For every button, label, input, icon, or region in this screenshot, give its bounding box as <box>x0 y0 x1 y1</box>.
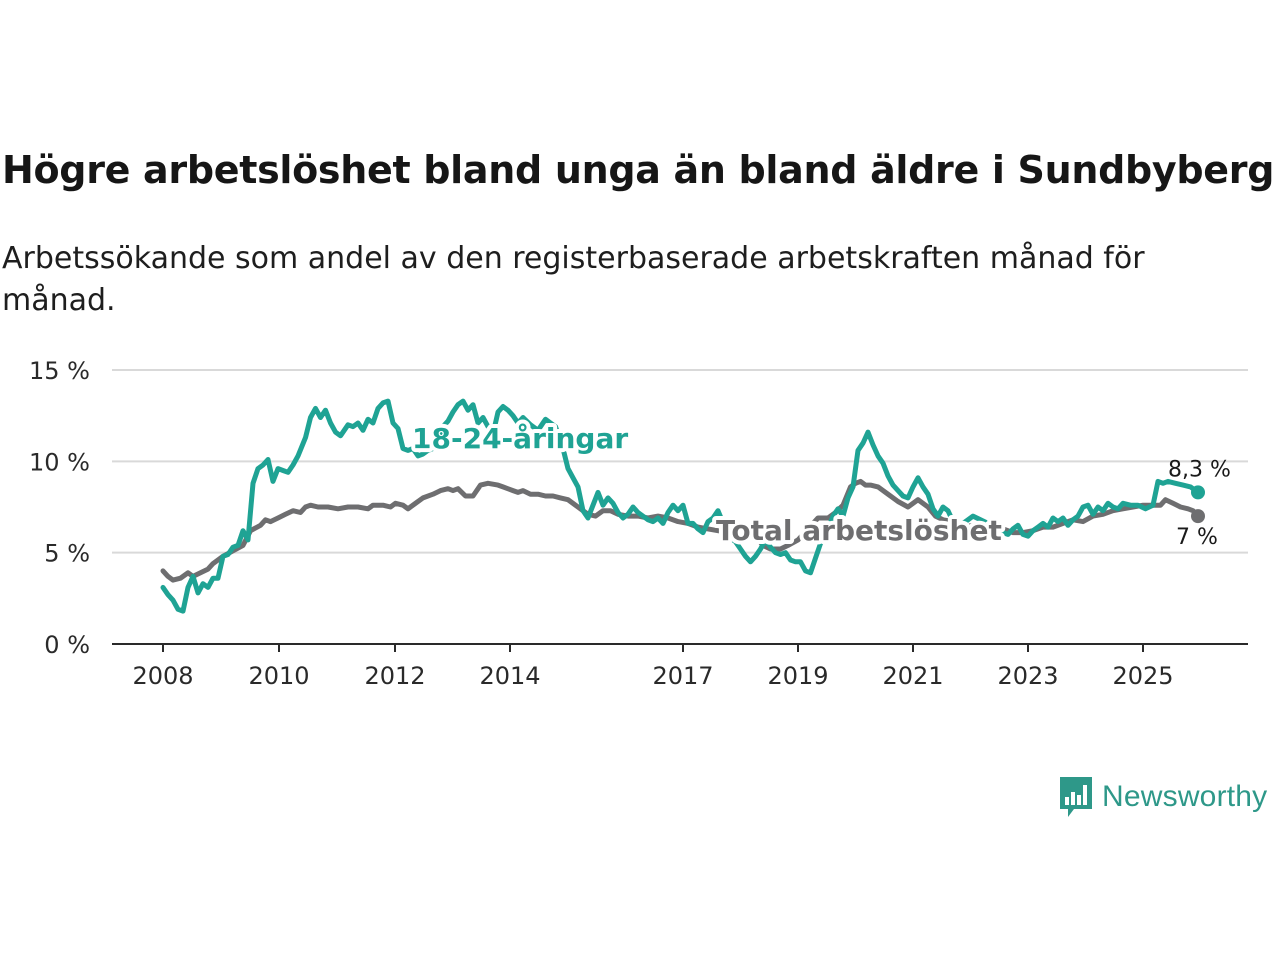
y-tick-label: 5 % <box>44 540 90 568</box>
x-tick-label: 2023 <box>997 662 1058 690</box>
newsworthy-logo[interactable]: Newsworthy <box>1058 774 1267 820</box>
x-tick-label: 2008 <box>132 662 193 690</box>
y-tick-label: 0 % <box>44 631 90 659</box>
series-label-total-halo: Total arbetslöshet <box>716 514 1002 547</box>
x-tick-label: 2012 <box>364 662 425 690</box>
x-tick-label: 2014 <box>479 662 540 690</box>
end-label-youth: 8,3 % <box>1168 457 1231 482</box>
series-label-youth: 18-24-åringar <box>412 422 628 455</box>
x-tick-label: 2025 <box>1112 662 1173 690</box>
series-line-youth <box>160 398 1201 614</box>
y-tick-label: 15 % <box>29 357 90 385</box>
y-tick-label: 10 % <box>29 448 90 476</box>
x-tick-label: 2021 <box>882 662 943 690</box>
x-tick-label: 2019 <box>767 662 828 690</box>
chart-title: Högre arbetslöshet bland unga än bland ä… <box>2 148 1275 192</box>
line-chart: 0 % 5 % 10 % 15 % 2008 2010 2012 2014 2017 2019 20… <box>29 357 1248 690</box>
series-line-total-end-point <box>1191 509 1205 524</box>
end-label-total: 7 % <box>1176 525 1218 550</box>
newsworthy-logo-icon <box>1060 777 1092 817</box>
x-tick-label: 2010 <box>248 662 309 690</box>
series-line-youth-end-point <box>1191 485 1205 500</box>
series-label-total: Total arbetslöshet <box>716 514 1002 547</box>
series-label-youth-halo: 18-24-åringar <box>412 422 628 455</box>
x-tick-label: 2017 <box>652 662 713 690</box>
brand-name: Newsworthy <box>1102 780 1268 813</box>
chart-subtitle: Arbetssökande som andel av den registerb… <box>2 241 1145 318</box>
series-line-total <box>160 478 1201 583</box>
